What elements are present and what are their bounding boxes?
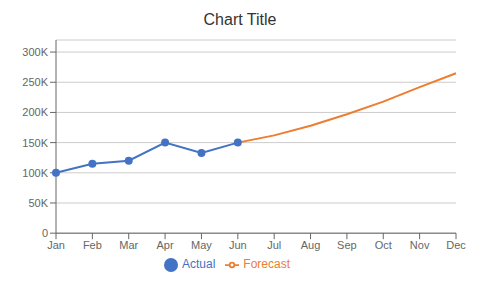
html-text:Actual: Actual <box>182 257 216 272</box>
svg-text:Jan: Jan <box>47 239 65 251</box>
svg-text:Nov: Nov <box>410 239 430 251</box>
svg-text:200K: 200K <box>22 106 48 118</box>
svg-text:May: May <box>191 239 212 251</box>
svg-text:Oct: Oct <box>375 239 392 251</box>
svg-text:Apr: Apr <box>157 239 174 251</box>
svg-text:0: 0 <box>42 227 48 239</box>
html-text:Chart Title: Chart Title <box>203 11 277 28</box>
html-text:Forecast: Forecast <box>243 257 290 272</box>
svg-text:250K: 250K <box>22 76 48 88</box>
svg-text:Dec: Dec <box>446 239 466 251</box>
svg-text:Sep: Sep <box>337 239 357 251</box>
svg-text:Mar: Mar <box>119 239 138 251</box>
svg-text:50K: 50K <box>28 197 48 209</box>
svg-text:300K: 300K <box>22 46 48 58</box>
svg-text:Jul: Jul <box>267 239 281 251</box>
svg-text:Jun: Jun <box>229 239 247 251</box>
svg-text:100K: 100K <box>22 167 48 179</box>
svg-text:150K: 150K <box>22 137 48 149</box>
svg-text:Feb: Feb <box>83 239 102 251</box>
svg-text:Aug: Aug <box>301 239 321 251</box>
